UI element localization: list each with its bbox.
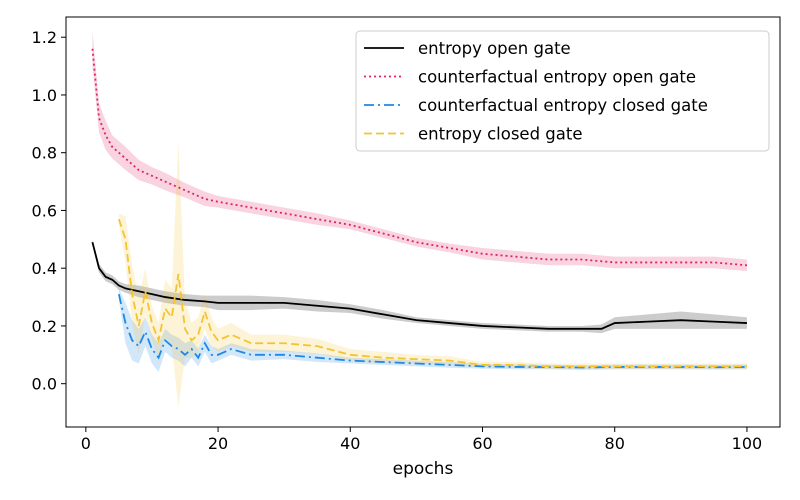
x-tick-label: 0 — [81, 434, 91, 453]
series-line-entropy-closed-gate — [118, 218, 747, 368]
legend-label: entropy closed gate — [418, 125, 583, 144]
band-entropy-open-gate — [92, 239, 747, 334]
series-line-counterfactual-entropy-open-gate — [91, 48, 748, 267]
series-lines — [91, 48, 748, 369]
legend-box — [355, 30, 770, 152]
band-entropy-closed-gate — [118, 141, 747, 407]
y-tick-label: 0.2 — [32, 317, 57, 336]
series-line-counterfactual-entropy-closed-gate — [118, 293, 747, 369]
x-tick-label: 80 — [605, 434, 625, 453]
x-axis: 0 20 40 60 80 100 — [81, 427, 762, 453]
y-tick-label: 1.0 — [32, 86, 57, 105]
legend-label: counterfactual entropy open gate — [418, 68, 696, 87]
plot-frame — [65, 16, 781, 428]
x-tick-label: 40 — [340, 434, 360, 453]
band-counterfactual-entropy-open-gate — [92, 31, 747, 272]
y-axis: 0.0 0.2 0.4 0.6 0.8 1.0 1.2 — [32, 28, 66, 394]
legend: entropy open gate counterfactual entropy … — [355, 30, 770, 152]
x-tick-label: 60 — [472, 434, 492, 453]
x-tick-label: 20 — [208, 434, 228, 453]
series-line-entropy-open-gate — [91, 241, 747, 330]
y-tick-label: 0.4 — [32, 259, 57, 278]
y-tick-label: 0.6 — [32, 201, 57, 220]
band-counterfactual-entropy-closed-gate — [118, 288, 747, 373]
x-axis-title: epochs — [393, 459, 454, 479]
x-tick-label: 100 — [732, 434, 763, 453]
y-tick-label: 1.2 — [32, 28, 57, 47]
legend-label: entropy open gate — [418, 39, 571, 58]
y-tick-label: 0.0 — [32, 375, 57, 394]
legend-label: counterfactual entropy closed gate — [418, 96, 708, 115]
y-tick-label: 0.8 — [32, 144, 57, 163]
confidence-bands — [92, 31, 747, 407]
